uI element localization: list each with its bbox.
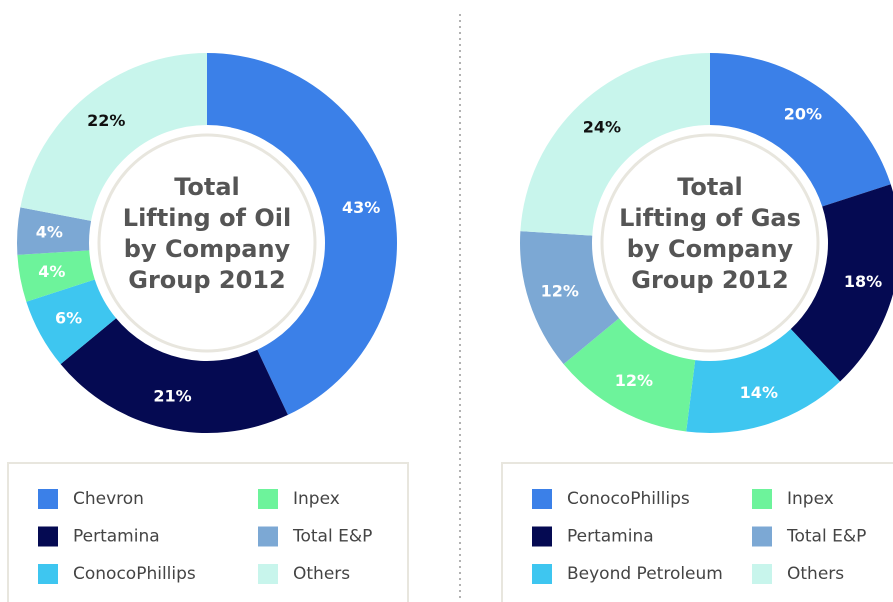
value-label: 6% [55,309,82,328]
value-label: 24% [583,117,621,136]
legend-label: Chevron [73,489,144,509]
legend-label: Total E&P [292,527,372,547]
legend-swatch [532,564,552,584]
donut-slice [710,53,891,207]
legend-swatch [532,489,552,509]
donut-slice [686,329,841,433]
inner-ring [600,133,820,353]
legend-swatch [38,489,58,509]
legend-label: ConocoPhillips [567,489,690,509]
value-label: 21% [153,387,191,406]
legend-swatch [532,526,552,547]
donut-slice [60,318,288,434]
donut-slice [207,53,398,415]
legend-swatch [752,564,772,584]
center-title: Lifting of Gas [619,204,801,232]
donut-slice [563,318,696,432]
donut-slice [520,53,710,236]
legend-label: Others [293,564,350,584]
legend-label: Inpex [293,489,340,509]
value-label: 14% [740,383,778,402]
legend-swatch [258,526,278,547]
value-label: 4% [36,223,63,242]
donut-slice [17,250,95,302]
legend-swatch [38,526,58,547]
legend-swatch [752,526,772,547]
inner-ring [97,133,317,353]
legend-label: Inpex [787,489,834,509]
donut-slice [26,279,117,365]
legend-label: Pertamina [73,527,160,547]
donut-slice [17,207,92,255]
legend-label: Others [787,564,844,584]
center-title: by Company [124,235,291,263]
legend-box [501,462,893,602]
legend-label: Beyond Petroleum [567,564,723,584]
center-title: Group 2012 [128,266,285,294]
center-title: Lifting of Oil [123,204,291,232]
center-title: Total [174,173,240,201]
value-label: 20% [784,105,822,124]
value-label: 43% [342,198,380,217]
donut-slice [20,53,208,221]
legend-label: ConocoPhillips [73,564,196,584]
center-title: Total [677,173,743,201]
value-label: 22% [87,111,125,130]
legend-label: Pertamina [567,527,654,547]
legend-box [7,462,409,602]
legend-label: Total E&P [786,527,866,547]
value-label: 4% [38,262,65,281]
legend-swatch [752,489,772,509]
value-label: 12% [541,281,579,300]
legend-swatch [258,489,278,509]
value-label: 12% [615,371,653,390]
legend-swatch [258,564,278,584]
legend-swatch [38,564,58,584]
donut-slice [520,231,620,365]
center-title: by Company [627,235,794,263]
donut-slice [790,184,893,382]
center-title: Group 2012 [631,266,788,294]
value-label: 18% [844,272,882,291]
